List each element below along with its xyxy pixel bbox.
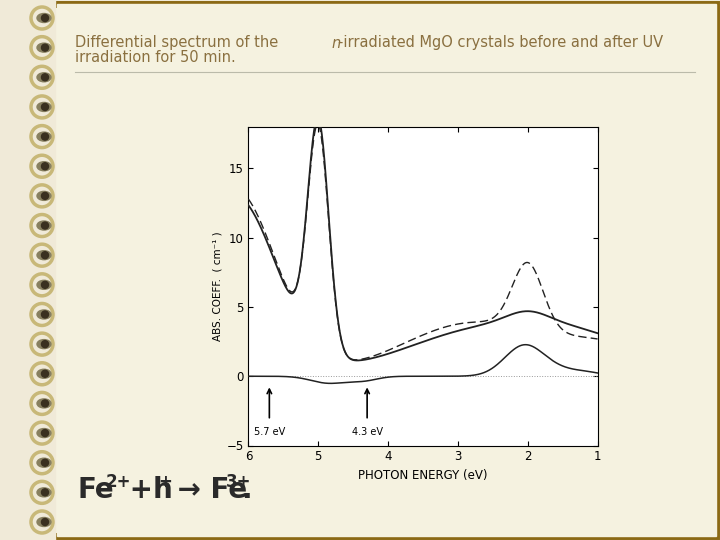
Ellipse shape [37,221,51,230]
Ellipse shape [37,132,51,141]
Text: Fe: Fe [78,476,114,504]
Text: +: + [158,473,172,491]
FancyBboxPatch shape [4,4,716,536]
Circle shape [42,252,48,259]
Circle shape [42,341,48,348]
Y-axis label: ABS. COEFF.  ( cm⁻¹ ): ABS. COEFF. ( cm⁻¹ ) [212,231,222,341]
Text: 5.7 eV: 5.7 eV [253,428,285,437]
Text: -irradiated MgO crystals before and after UV: -irradiated MgO crystals before and afte… [338,36,663,51]
Text: 2+: 2+ [106,473,132,491]
Circle shape [42,311,48,318]
Ellipse shape [37,429,51,437]
Circle shape [42,489,48,496]
Ellipse shape [37,162,51,171]
Circle shape [42,104,48,111]
X-axis label: PHOTON ENERGY (eV): PHOTON ENERGY (eV) [359,469,487,482]
Text: +h: +h [120,476,173,504]
Text: → Fe: → Fe [168,476,247,504]
Circle shape [42,163,48,170]
Circle shape [42,459,48,466]
Ellipse shape [37,43,51,52]
Bar [0,0,55,540]
Circle shape [42,15,48,22]
Ellipse shape [37,280,51,289]
Circle shape [42,44,48,51]
Ellipse shape [37,340,51,349]
Text: n: n [331,36,341,51]
Ellipse shape [37,369,51,378]
Circle shape [42,400,48,407]
Circle shape [42,370,48,377]
Ellipse shape [37,458,51,467]
Ellipse shape [37,488,51,497]
Circle shape [42,222,48,229]
Circle shape [42,133,48,140]
Ellipse shape [37,310,51,319]
Text: Differential spectrum of the: Differential spectrum of the [75,36,283,51]
Circle shape [42,281,48,288]
Ellipse shape [37,517,51,526]
Text: irradiation for 50 min.: irradiation for 50 min. [75,51,235,65]
Text: 4.3 eV: 4.3 eV [351,428,382,437]
Ellipse shape [37,14,51,23]
Ellipse shape [37,399,51,408]
Ellipse shape [37,251,51,260]
Text: 3+: 3+ [226,473,251,491]
Circle shape [42,192,48,199]
Text: .: . [241,476,251,504]
Ellipse shape [37,103,51,111]
Circle shape [42,74,48,81]
Circle shape [42,429,48,436]
Ellipse shape [37,191,51,200]
Circle shape [42,518,48,525]
Ellipse shape [37,73,51,82]
